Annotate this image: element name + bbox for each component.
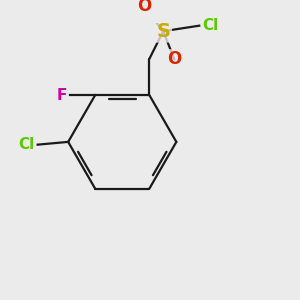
Text: O: O [136,0,151,15]
Text: Cl: Cl [202,18,218,33]
Text: S: S [156,22,170,41]
Text: Cl: Cl [19,137,35,152]
Text: F: F [57,88,68,103]
Text: O: O [167,50,182,68]
